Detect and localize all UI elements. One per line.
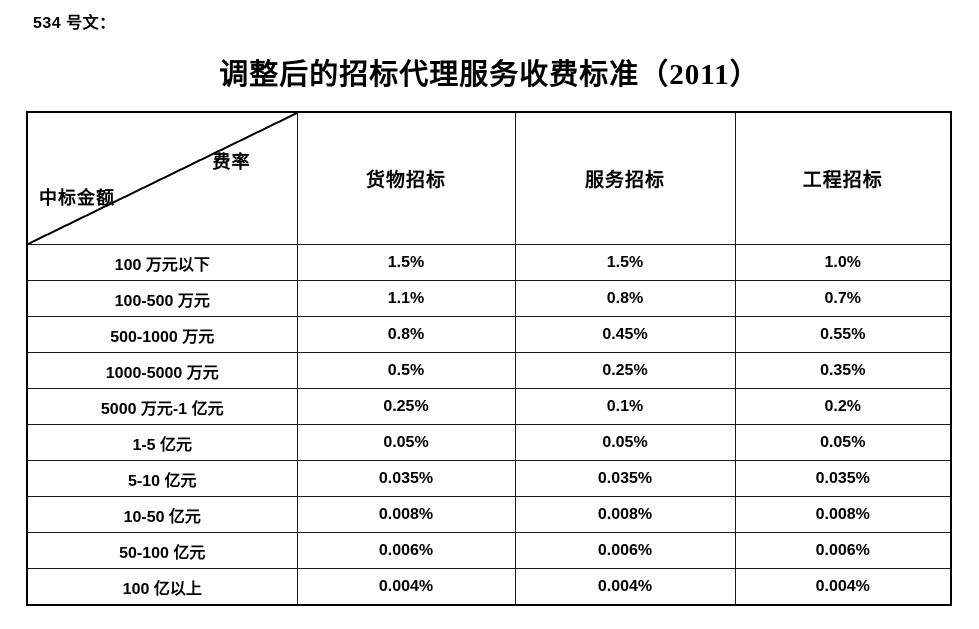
rate-cell: 0.7% [734, 280, 952, 317]
rate-cell: 0.004% [514, 568, 736, 606]
table-row: 10-50 亿元 0.008% 0.008% 0.008% [26, 496, 952, 533]
page-title: 调整后的招标代理服务收费标准（2011） [219, 59, 760, 91]
row-label: 100 亿以上 [26, 568, 298, 606]
row-label: 1000-5000 万元 [26, 352, 298, 389]
rate-cell: 0.006% [514, 532, 736, 569]
rate-cell: 0.05% [514, 424, 736, 461]
rate-cell: 0.006% [734, 532, 952, 569]
corner-label-rate: 费率 [212, 152, 251, 172]
rate-cell: 0.5% [296, 352, 516, 389]
column-header-engineering: 工程招标 [734, 111, 952, 245]
rate-cell: 0.05% [734, 424, 952, 461]
corner-label-amount: 中标金额 [39, 188, 115, 208]
table-row: 50-100 亿元 0.006% 0.006% 0.006% [26, 532, 952, 569]
table-header-row: 费率 中标金额 货物招标 服务招标 工程招标 [26, 111, 952, 245]
rate-cell: 0.035% [514, 460, 736, 497]
rate-cell: 0.004% [296, 568, 516, 606]
table-row: 100-500 万元 1.1% 0.8% 0.7% [26, 280, 952, 317]
row-label: 5-10 亿元 [26, 460, 298, 497]
rate-cell: 0.8% [296, 316, 516, 353]
table-row: 100 万元以下 1.5% 1.5% 1.0% [26, 244, 952, 281]
rate-cell: 0.006% [296, 532, 516, 569]
rate-cell: 1.5% [514, 244, 736, 281]
row-label: 50-100 亿元 [26, 532, 298, 569]
table-row: 5-10 亿元 0.035% 0.035% 0.035% [26, 460, 952, 497]
rate-cell: 0.45% [514, 316, 736, 353]
rate-cell: 0.8% [514, 280, 736, 317]
rate-cell: 0.004% [734, 568, 952, 606]
rate-cell: 0.05% [296, 424, 516, 461]
rate-cell: 0.008% [296, 496, 516, 533]
rate-cell: 1.1% [296, 280, 516, 317]
table-row: 100 亿以上 0.004% 0.004% 0.004% [26, 568, 952, 606]
fee-rate-table: 费率 中标金额 货物招标 服务招标 工程招标 100 万元以下 1.5% 1.5… [26, 111, 952, 606]
row-label: 100-500 万元 [26, 280, 298, 317]
rate-cell: 1.0% [734, 244, 952, 281]
rate-cell: 0.035% [296, 460, 516, 497]
rate-cell: 1.5% [296, 244, 516, 281]
column-header-goods: 货物招标 [296, 111, 516, 245]
rate-cell: 0.008% [734, 496, 952, 533]
column-header-service: 服务招标 [514, 111, 736, 245]
rate-cell: 0.035% [734, 460, 952, 497]
rate-cell: 0.2% [734, 388, 952, 425]
rate-cell: 0.25% [514, 352, 736, 389]
table-row: 5000 万元-1 亿元 0.25% 0.1% 0.2% [26, 388, 952, 425]
row-label: 100 万元以下 [26, 244, 298, 281]
rate-cell: 0.25% [296, 388, 516, 425]
row-label: 1-5 亿元 [26, 424, 298, 461]
corner-diagonal-cell: 费率 中标金额 [26, 111, 298, 245]
rate-cell: 0.008% [514, 496, 736, 533]
table-row: 500-1000 万元 0.8% 0.45% 0.55% [26, 316, 952, 353]
table-row: 1-5 亿元 0.05% 0.05% 0.05% [26, 424, 952, 461]
row-label: 500-1000 万元 [26, 316, 298, 353]
rate-cell: 0.1% [514, 388, 736, 425]
table-row: 1000-5000 万元 0.5% 0.25% 0.35% [26, 352, 952, 389]
doc-number-label: 534 号文： [33, 15, 116, 32]
row-label: 10-50 亿元 [26, 496, 298, 533]
rate-cell: 0.35% [734, 352, 952, 389]
row-label: 5000 万元-1 亿元 [26, 388, 298, 425]
rate-cell: 0.55% [734, 316, 952, 353]
